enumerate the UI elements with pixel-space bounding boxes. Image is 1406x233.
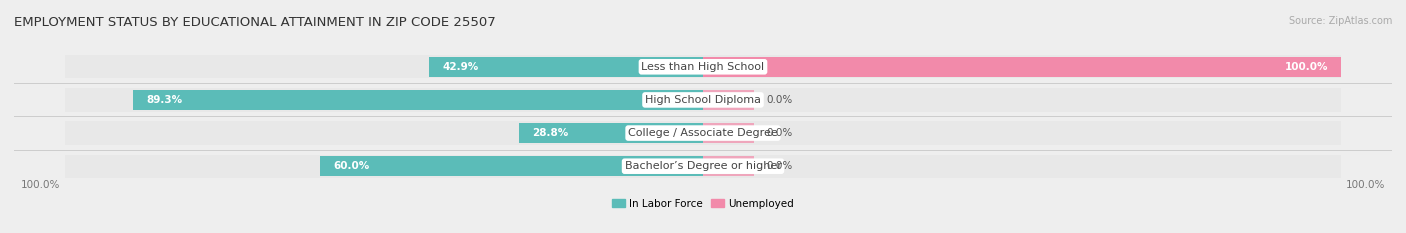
Bar [703, 156, 754, 176]
Bar [703, 57, 1341, 77]
Bar [65, 88, 1341, 112]
Text: 100.0%: 100.0% [21, 180, 60, 190]
Text: 0.0%: 0.0% [766, 128, 793, 138]
Text: 100.0%: 100.0% [1346, 180, 1385, 190]
Text: 89.3%: 89.3% [146, 95, 183, 105]
Text: 60.0%: 60.0% [333, 161, 370, 171]
Bar [519, 123, 703, 143]
Bar [703, 90, 754, 110]
Text: Less than High School: Less than High School [641, 62, 765, 72]
Bar [65, 121, 1341, 145]
Text: 42.9%: 42.9% [441, 62, 478, 72]
Bar [65, 55, 1341, 78]
Text: Bachelor’s Degree or higher: Bachelor’s Degree or higher [624, 161, 782, 171]
Text: 28.8%: 28.8% [531, 128, 568, 138]
Text: Source: ZipAtlas.com: Source: ZipAtlas.com [1288, 16, 1392, 26]
Text: College / Associate Degree: College / Associate Degree [628, 128, 778, 138]
Legend: In Labor Force, Unemployed: In Labor Force, Unemployed [609, 194, 797, 213]
Text: High School Diploma: High School Diploma [645, 95, 761, 105]
Text: 0.0%: 0.0% [766, 161, 793, 171]
Bar [321, 156, 703, 176]
Bar [65, 155, 1341, 178]
Text: 0.0%: 0.0% [766, 95, 793, 105]
Bar [429, 57, 703, 77]
Text: 100.0%: 100.0% [1285, 62, 1329, 72]
Bar [134, 90, 703, 110]
Text: EMPLOYMENT STATUS BY EDUCATIONAL ATTAINMENT IN ZIP CODE 25507: EMPLOYMENT STATUS BY EDUCATIONAL ATTAINM… [14, 16, 496, 29]
Bar [703, 123, 754, 143]
